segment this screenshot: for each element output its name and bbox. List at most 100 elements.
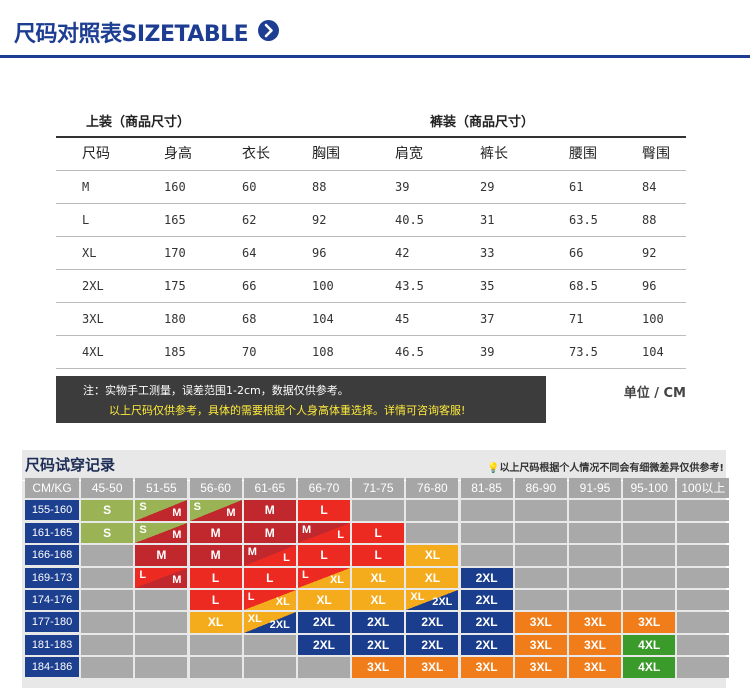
size-cell: XL	[352, 567, 405, 588]
page-title: 尺码对照表SIZETABLE	[14, 22, 249, 47]
table-cell: 71	[569, 312, 584, 326]
table-row: 2XL 175 66 100 43.5 35 68.5 96	[56, 270, 686, 303]
weight-header: 45-50	[81, 478, 134, 498]
size-label: 3XL	[529, 637, 552, 652]
column-header: 胸围	[312, 146, 340, 162]
column-header: 臀围	[642, 146, 670, 162]
empty-cell	[352, 500, 405, 521]
page-header: 尺码对照表SIZETABLE	[0, 0, 750, 60]
size-label: 3XL	[583, 660, 606, 675]
weight-header: 56-60	[189, 478, 242, 498]
weight-header: 100以上	[677, 478, 730, 498]
table-row: L 165 62 92 40.5 31 63.5 88	[56, 204, 686, 237]
size-label: M	[264, 503, 275, 518]
height-header: 184-186	[25, 657, 79, 678]
size-cell: 2XL	[352, 634, 405, 656]
caption-bottom: 裤装（商品尺寸）	[430, 115, 535, 130]
size-label: 3XL	[583, 615, 606, 630]
size-cell: 3XL	[514, 612, 567, 633]
table-cell: 39	[395, 180, 410, 194]
table-cell: 3XL	[82, 312, 104, 326]
table-cell: 73.5	[569, 345, 598, 359]
size-cell: XL	[189, 612, 242, 633]
table-cell: 33	[480, 246, 495, 260]
size-label: 2XL	[312, 615, 335, 630]
empty-cell	[514, 567, 567, 588]
empty-cell	[677, 657, 730, 678]
size-label: M	[172, 529, 182, 542]
size-label: M	[172, 506, 182, 519]
header-divider	[0, 55, 750, 58]
table-cell: 100	[642, 312, 664, 326]
weight-header: 61-65	[243, 478, 296, 498]
size-label: XL	[424, 548, 441, 563]
size-cell: M	[243, 500, 296, 521]
size-cell: L	[189, 590, 242, 611]
weight-header: 86-90	[514, 478, 567, 498]
table-cell: 45	[395, 312, 410, 326]
table-cell: 64	[242, 246, 257, 260]
table-cell: 70	[242, 345, 257, 359]
empty-cell	[243, 634, 296, 656]
table-cell: 68.5	[569, 279, 598, 293]
empty-cell	[623, 545, 676, 566]
unit-label: 单位 / CM	[623, 386, 686, 401]
table-cell: 43.5	[395, 279, 424, 293]
size-cell: 2XL	[460, 590, 513, 611]
note-line-1: 注：实物手工测量，误差范围1-2cm，数据仅供参考。	[83, 384, 349, 397]
size-label: XL	[247, 613, 262, 626]
size-cell: 2XL	[460, 567, 513, 588]
size-label: L	[302, 568, 309, 581]
size-label: M	[172, 573, 182, 586]
size-cell: 3XL	[569, 612, 621, 633]
weight-header: 91-95	[569, 478, 621, 498]
empty-cell	[81, 634, 134, 656]
weight-header: 51-55	[135, 478, 188, 498]
table-cell: 180	[164, 312, 186, 326]
table-cell: 42	[395, 246, 410, 260]
chevron-right-icon[interactable]	[258, 20, 279, 41]
table-cell: 165	[164, 213, 186, 227]
fitting-title: 尺码试穿记录	[25, 456, 116, 474]
table-header-row: 尺码 身高 衣长 胸围 肩宽 裤长 腰围 臀围	[56, 138, 686, 171]
size-cell: 3XL	[623, 612, 676, 633]
note-line-2: 以上尺码仅供参考，具体的需要根据个人身高体重选择。详情可咨询客服!	[109, 404, 466, 417]
size-cell: XL 2XL	[406, 590, 459, 611]
size-label: 3XL	[638, 615, 661, 630]
size-cell: M	[189, 522, 242, 544]
size-cell: L XL	[298, 567, 350, 588]
size-label: S	[103, 525, 112, 540]
table-cell: 96	[642, 279, 657, 293]
size-label: 2XL	[367, 615, 390, 630]
table-cell: 62	[242, 213, 257, 227]
table-cell: XL	[82, 246, 97, 260]
size-cell: 3XL	[460, 657, 513, 678]
corner-header: CM/KG	[25, 478, 79, 498]
size-label: XL	[410, 591, 425, 603]
size-label: XL	[316, 593, 332, 607]
size-label: S	[139, 523, 147, 536]
size-label: L	[283, 551, 290, 564]
table-cell: 84	[642, 180, 657, 194]
size-cell: XL	[298, 590, 350, 611]
empty-cell	[514, 522, 567, 544]
size-cell: XL 2XL	[243, 612, 296, 633]
size-cell: 3XL	[569, 634, 621, 656]
empty-cell	[514, 590, 567, 611]
empty-cell	[81, 567, 134, 588]
empty-cell	[514, 500, 567, 521]
size-cell: L	[189, 567, 242, 588]
empty-cell	[81, 657, 134, 678]
empty-cell	[135, 657, 188, 678]
size-label: 3XL	[367, 660, 390, 675]
empty-cell	[81, 545, 134, 566]
size-label: L	[337, 529, 344, 542]
table-cell: 104	[312, 312, 334, 326]
size-label: L	[374, 525, 382, 540]
height-header: 177-180	[25, 612, 79, 633]
size-cell: M	[243, 522, 296, 544]
weight-header: 71-75	[352, 478, 405, 498]
size-label: S	[139, 501, 147, 514]
size-label: 2XL	[475, 593, 498, 607]
table-cell: 66	[242, 279, 257, 293]
